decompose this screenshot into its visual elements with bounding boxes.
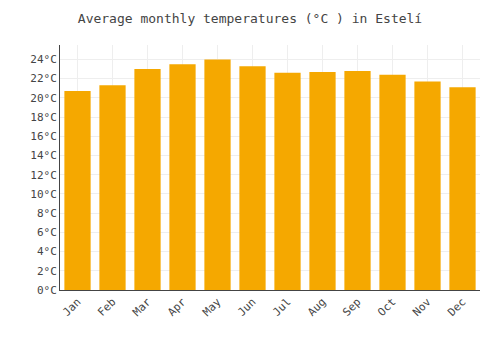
svg-text:Apr: Apr — [165, 295, 189, 319]
svg-text:16°C: 16°C — [30, 130, 57, 143]
svg-text:0°C: 0°C — [37, 284, 57, 297]
svg-text:Aug: Aug — [305, 296, 328, 319]
svg-text:14°C: 14°C — [30, 149, 57, 162]
svg-text:8°C: 8°C — [37, 207, 57, 220]
svg-text:Average monthly temperatures (: Average monthly temperatures (°C ) in Es… — [78, 11, 422, 26]
svg-text:22°C: 22°C — [30, 72, 57, 85]
svg-text:Dec: Dec — [445, 296, 468, 319]
svg-text:Jun: Jun — [235, 296, 258, 319]
svg-text:4°C: 4°C — [37, 245, 57, 258]
svg-text:Nov: Nov — [410, 295, 434, 319]
svg-text:Jan: Jan — [60, 296, 83, 319]
svg-text:10°C: 10°C — [30, 188, 57, 201]
svg-text:12°C: 12°C — [30, 169, 57, 182]
svg-text:20°C: 20°C — [30, 92, 57, 105]
svg-text:Sep: Sep — [340, 296, 363, 319]
svg-text:2°C: 2°C — [37, 265, 57, 278]
svg-text:May: May — [200, 295, 224, 319]
svg-text:18°C: 18°C — [30, 111, 57, 124]
svg-text:24°C: 24°C — [30, 53, 57, 66]
svg-text:Oct: Oct — [375, 296, 398, 319]
svg-text:6°C: 6°C — [37, 226, 57, 239]
svg-text:Jul: Jul — [270, 296, 293, 319]
svg-text:Mar: Mar — [130, 295, 154, 319]
svg-text:Feb: Feb — [95, 296, 118, 319]
